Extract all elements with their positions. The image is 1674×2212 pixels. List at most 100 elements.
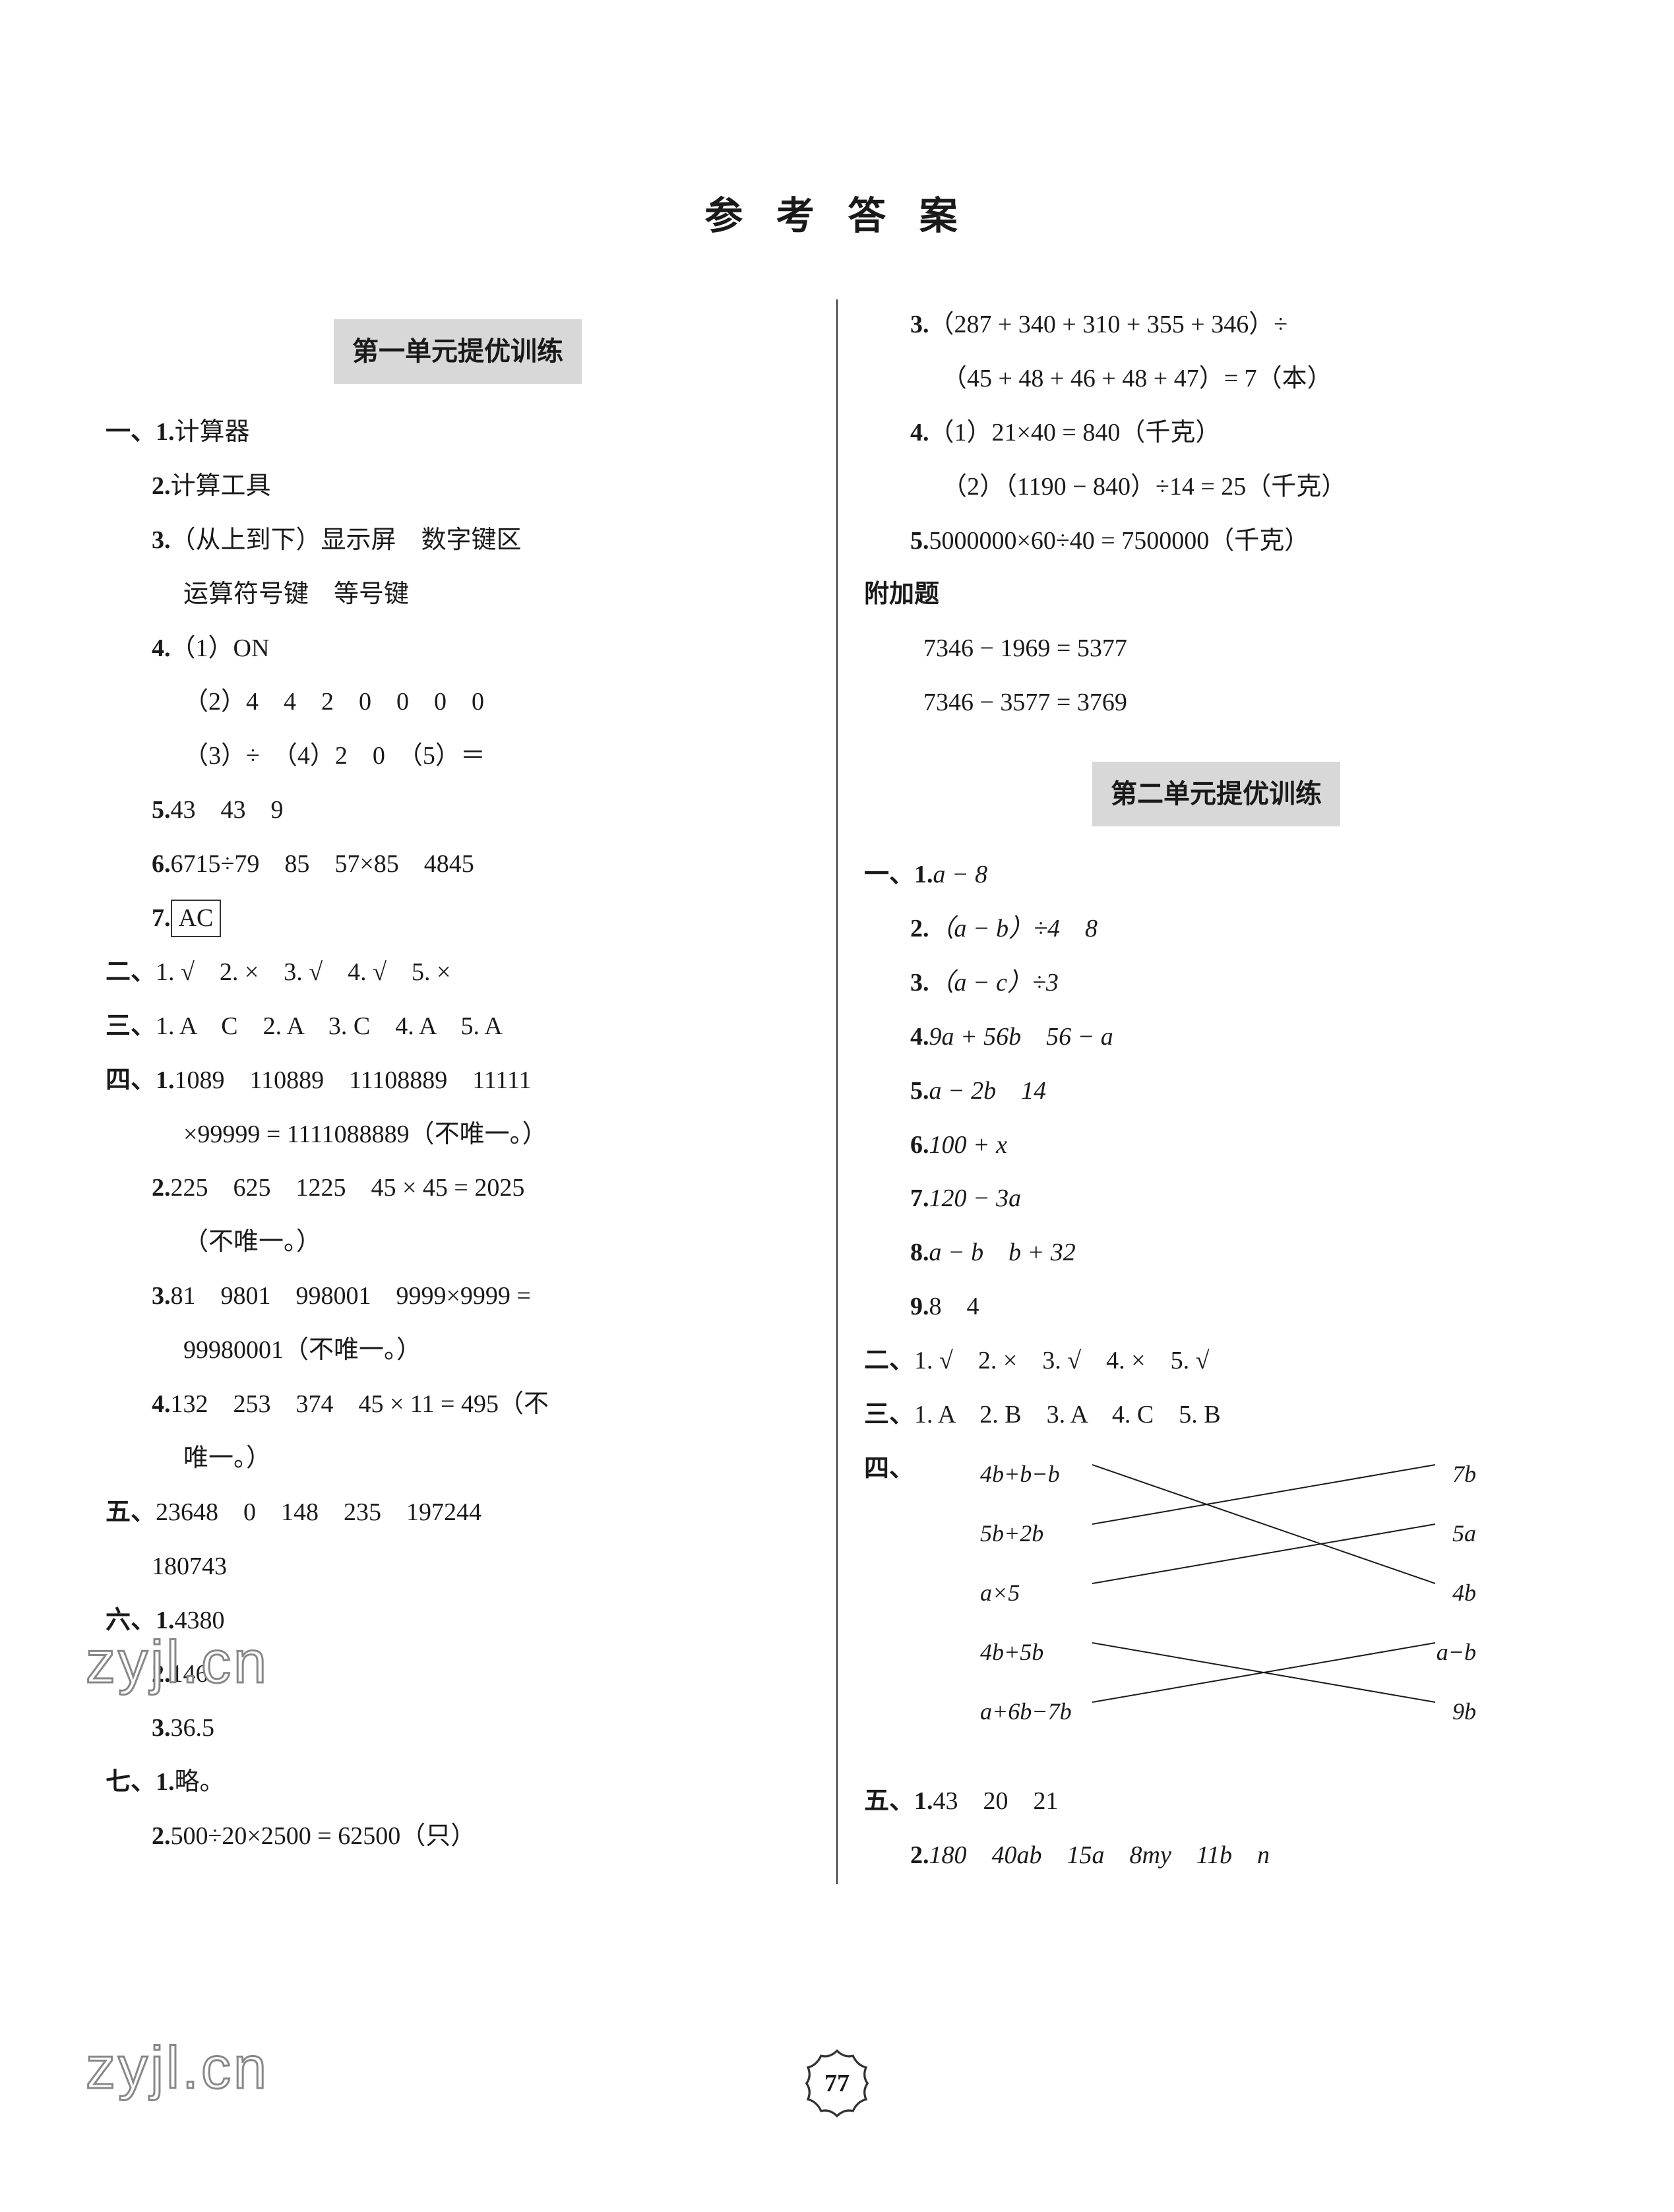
lbl: 四、	[864, 1444, 914, 1495]
lbl: 三、	[106, 1001, 156, 1053]
u1-q4-4b: 唯一。）	[106, 1433, 810, 1485]
txt: （1）21×40 = 840（千克）	[929, 408, 1569, 459]
txt: 5000000×60÷40 = 7500000（千克）	[929, 516, 1569, 567]
u2-q5: 五、1. 43 20 21	[864, 1776, 1568, 1828]
txt: （45 + 48 + 46 + 48 + 47）= 7（本）	[942, 353, 1568, 405]
txt: a − b b + 32	[929, 1227, 1569, 1279]
match-left-item: 5b+2b	[980, 1510, 1043, 1558]
txt: （2）4 4 2 0 0 0 0	[183, 677, 810, 728]
u1-q7-4b: （2）（1190 − 840）÷14 = 25（千克）	[864, 462, 1568, 513]
txt: 146	[171, 1649, 811, 1700]
txt: （1）ON	[171, 623, 811, 675]
page-number-text: 77	[824, 2069, 850, 2098]
lbl: 2.	[106, 1649, 171, 1700]
txt: 计算器	[175, 407, 810, 458]
u1-q7-3b: （45 + 48 + 46 + 48 + 47）= 7（本）	[864, 353, 1568, 405]
txt: 99980001（不唯一。）	[183, 1325, 810, 1376]
txt: （2）（1190 − 840）÷14 = 25（千克）	[942, 462, 1568, 513]
u2-q4: 四、 4b+b−b5b+2ba×54b+5ba+6b−7b7b5a4ba−b9b	[864, 1444, 1568, 1773]
lbl: 3.	[106, 1271, 171, 1322]
match-diagram: 4b+b−b5b+2ba×54b+5ba+6b−7b7b5a4ba−b9b	[980, 1450, 1568, 1767]
u1-q1-4: 4. （1）ON	[106, 623, 810, 675]
match-edge	[1092, 1524, 1435, 1583]
ac-box: AC	[171, 900, 222, 937]
txt: 运算符号键 等号键	[183, 569, 810, 621]
page-number-badge: 77	[801, 2047, 873, 2120]
txt: 43 20 21	[933, 1776, 1568, 1828]
lbl: 五、1.	[864, 1776, 933, 1828]
u2-q1-2: 2. （a − b）÷4 8	[864, 904, 1568, 955]
txt: （a − b）÷4 8	[929, 904, 1569, 955]
txt: 1089 110889 11108889 11111	[175, 1055, 810, 1107]
txt: 180 40ab 15a 8my 11b n	[929, 1830, 1569, 1882]
txt: 1. A C 2. A 3. C 4. A 5. A	[156, 1001, 810, 1053]
txt: （不唯一。）	[183, 1217, 810, 1268]
right-column: 3. （287 + 340 + 310 + 355 + 346）÷ （45 + …	[836, 299, 1568, 1884]
lbl: 5.	[106, 785, 171, 836]
lbl: 4.	[106, 623, 171, 675]
u1-q1-5: 5. 43 43 9	[106, 785, 810, 836]
match-right-item: 9b	[1452, 1688, 1476, 1736]
lbl: 五、	[106, 1487, 156, 1539]
lbl: 3.	[106, 1703, 171, 1754]
u1-q1-2: 2. 计算工具	[106, 461, 810, 512]
match-lines	[1092, 1450, 1435, 1767]
u1-q7-3: 3. （287 + 340 + 310 + 355 + 346）÷	[864, 299, 1568, 351]
lbl: 3.	[106, 515, 171, 567]
u1-q4-3b: 99980001（不唯一。）	[106, 1325, 810, 1376]
lbl: 6.	[106, 839, 171, 890]
lbl: 7.	[106, 893, 171, 944]
u1-q4: 四、1. 1089 110889 11108889 11111	[106, 1055, 810, 1107]
u1-q6: 六、1. 4380	[106, 1595, 810, 1647]
txt: 9a + 56b 56 − a	[929, 1012, 1569, 1063]
left-column: 第一单元提优训练 一、1. 计算器 2. 计算工具 3. （从上到下）显示屏 数…	[106, 299, 836, 1884]
u2-q1-9: 9. 8 4	[864, 1281, 1568, 1333]
txt: （a − c）÷3	[929, 958, 1569, 1009]
u1-q4-4: 4. 132 253 374 45 × 11 = 495（不	[106, 1379, 810, 1430]
lbl: 附加题	[864, 569, 939, 621]
match-right-item: a−b	[1437, 1628, 1476, 1677]
txt: 6715÷79 85 57×85 4845	[171, 839, 811, 890]
txt: 120 − 3a	[929, 1173, 1569, 1225]
u2-q1-5: 5. a − 2b 14	[864, 1066, 1568, 1117]
u1-extra-2: 7346 − 3577 = 3769	[864, 677, 1568, 729]
lbl: 六、1.	[106, 1595, 175, 1647]
txt: 8 4	[929, 1281, 1569, 1333]
txt: 1. A 2. B 3. A 4. C 5. B	[914, 1390, 1568, 1441]
lbl: 2.	[864, 1830, 929, 1882]
match-edge	[1092, 1465, 1435, 1524]
lbl: 2.	[864, 904, 929, 955]
txt: 132 253 374 45 × 11 = 495（不	[171, 1379, 811, 1430]
u2-q1-4: 4. 9a + 56b 56 − a	[864, 1012, 1568, 1063]
u1-q6-3: 3. 36.5	[106, 1703, 810, 1754]
match-left-item: 4b+5b	[980, 1628, 1043, 1677]
content-columns: 第一单元提优训练 一、1. 计算器 2. 计算工具 3. （从上到下）显示屏 数…	[106, 299, 1568, 1884]
txt: 225 625 1225 45 × 45 = 2025	[171, 1163, 811, 1214]
txt: （287 + 340 + 310 + 355 + 346）÷	[929, 299, 1569, 351]
u1-q4-2: 2. 225 625 1225 45 × 45 = 2025	[106, 1163, 810, 1214]
u1-q7-5: 5. 5000000×60÷40 = 7500000（千克）	[864, 516, 1568, 567]
u1-q4-2b: （不唯一。）	[106, 1217, 810, 1268]
u2-q1: 一、1. a − 8	[864, 849, 1568, 901]
watermark-2: zyjl.cn	[86, 2035, 269, 2103]
u1-q7-2: 2. 500÷20×2500 = 62500（只）	[106, 1811, 810, 1862]
txt: 7346 − 1969 = 5377	[923, 623, 1568, 675]
lbl: 一、1.	[864, 849, 933, 901]
lbl: 6.	[864, 1120, 929, 1171]
lbl: 4.	[864, 1012, 929, 1063]
u1-q1-4b: （2）4 4 2 0 0 0 0	[106, 677, 810, 728]
lbl: 3.	[864, 299, 929, 351]
lbl: 一、1.	[106, 407, 175, 458]
u2-q1-7: 7. 120 − 3a	[864, 1173, 1568, 1225]
match-left-item: a+6b−7b	[980, 1688, 1072, 1736]
u1-q1-4c: （3）÷ （4）2 0 （5）＝	[106, 731, 810, 782]
match-edge	[1092, 1465, 1435, 1583]
u2-q2: 二、 1. √ 2. × 3. √ 4. × 5. √	[864, 1336, 1568, 1387]
lbl: 二、	[106, 947, 156, 998]
txt: 43 43 9	[171, 785, 811, 836]
u1-q3: 三、 1. A C 2. A 3. C 4. A 5. A	[106, 1001, 810, 1053]
u1-q5-2: 180743	[106, 1541, 810, 1593]
lbl: 9.	[864, 1281, 929, 1333]
lbl: 5.	[864, 1066, 929, 1117]
u2-q5-2: 2. 180 40ab 15a 8my 11b n	[864, 1830, 1568, 1882]
